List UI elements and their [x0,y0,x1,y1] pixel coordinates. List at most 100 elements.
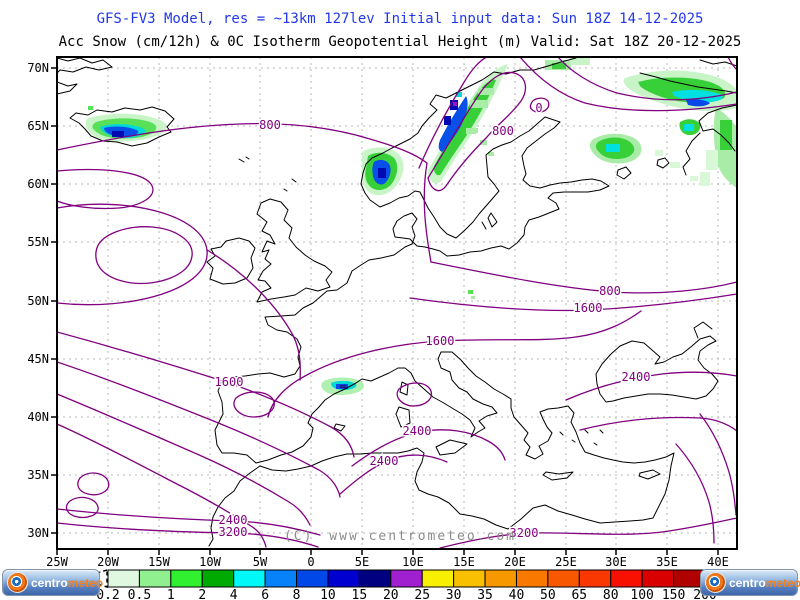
colorbar-segment [170,569,203,588]
contour-label: 3200 [219,525,248,539]
contour-label: 2400 [403,424,432,438]
lon-tick-label: 30E [605,555,627,569]
lat-tick-label: 60N [27,177,49,191]
colorbar-segment [578,569,612,588]
colorbar-segment [233,569,266,588]
contour-label: 2400 [370,454,399,468]
model-run-title: GFS-FV3 Model, res = ~13km 127lev Initia… [97,11,704,27]
centrometeo-wordmark: centrometeo [31,577,103,589]
lon-tick-label: 10E [402,555,424,569]
contour-label: 2400 [219,513,248,527]
snow-patch [340,385,346,388]
coastline-kola-white-sea [639,59,737,176]
snow-patch [456,92,462,97]
colorbar-tick-label: 20 [383,588,399,600]
coastline-iceland [69,106,175,147]
snow-patch [468,290,473,294]
colorbar-tick-label: 30 [446,588,462,600]
coastline-black-sea [595,321,719,403]
contour-line [267,310,642,418]
contour-label: 1600 [574,301,603,315]
lat-tick-label: 70N [27,61,49,75]
centrometeo-swirl-icon [7,572,28,593]
contour-line [519,57,737,112]
snow-patch [112,131,124,137]
lon-tick-label: 20W [97,555,119,569]
colorbar-tick-label: 6 [261,588,269,600]
coastline-great-britain [256,198,333,303]
colorbar-segment [421,569,455,588]
contour-line [57,361,341,498]
snow-patch [552,63,566,69]
coastline-islands [333,212,661,481]
contour-line [57,168,154,210]
centrometeo-logo-left: centrometeo [2,569,103,596]
lon-tick-label: 15W [148,555,170,569]
contour-line [565,371,737,401]
colorbar: 0.20.51246810152025303540506580100150200 [96,569,717,600]
contour-line [57,393,311,526]
contour-line [233,391,275,418]
snow-patch [438,96,468,152]
coastline-mainland-europe-africa [208,254,675,547]
colorbar-tick-label: 10 [320,588,336,600]
colorbar-tick-label: 0.5 [128,588,151,600]
lat-tick-label: 35N [27,468,49,482]
copyright-watermark: (C) www.centrometeo.com [284,529,516,544]
colorbar-segment [641,569,675,588]
colorbar-tick-label: 8 [293,588,301,600]
snow-patch [471,296,475,299]
colorbar-tick-label: 80 [603,588,619,600]
field-valid-title: Acc Snow (cm/12h) & 0C Isotherm Geopoten… [59,34,742,50]
colorbar-tick-label: 25 [414,588,430,600]
colorbar-tick-label: 150 [662,588,685,600]
lon-tick-label: 0 [307,555,314,569]
lon-tick-label: 40E [707,555,729,569]
colorbar-tick-label: 0.2 [96,588,119,600]
coastline-greenland [57,57,113,95]
colorbar-tick-label: 35 [477,588,493,600]
contour-line [57,508,321,536]
brand-meteo: meteo [67,575,104,590]
contour-label: 800 [259,118,281,132]
lat-tick-label: 65N [27,119,49,133]
lon-tick-label: 5E [355,555,369,569]
contour-line [206,249,301,381]
snow-patch [570,57,590,65]
map-frame [56,56,738,550]
contour-line [57,123,432,263]
contour-line [430,261,737,294]
lon-tick-label: 10W [199,555,221,569]
colorbar-segment [390,569,423,588]
colorbar-tick-label: 15 [352,588,368,600]
contour-line [57,522,319,548]
contour-line [439,517,737,549]
colorbar-tick-label: 2 [198,588,206,600]
brand-meteo: meteo [765,575,800,590]
lon-tick-label: 20E [504,555,526,569]
contour-line [65,496,99,519]
contour-label: 2400 [622,370,651,384]
lat-tick-label: 40N [27,410,49,424]
snow-patch [488,152,494,156]
contour-line [675,443,715,544]
contour-line [409,293,737,312]
contour-line [427,71,527,192]
contour-line [95,226,193,285]
contour-line [77,472,110,496]
height-contours [57,57,737,549]
centrometeo-swirl-icon [705,572,726,593]
colorbar-tick-label: 50 [540,588,556,600]
lon-tick-label: 25W [46,555,68,569]
brand-centro: centro [729,575,766,590]
contour-label: 0 [535,101,542,115]
colorbar-tick-label: 1 [167,588,175,600]
contour-line [418,57,488,169]
snow-patch [478,88,494,95]
brand-centro: centro [31,575,68,590]
lon-tick-label: 25E [555,555,577,569]
colorbar-segment [201,569,235,588]
